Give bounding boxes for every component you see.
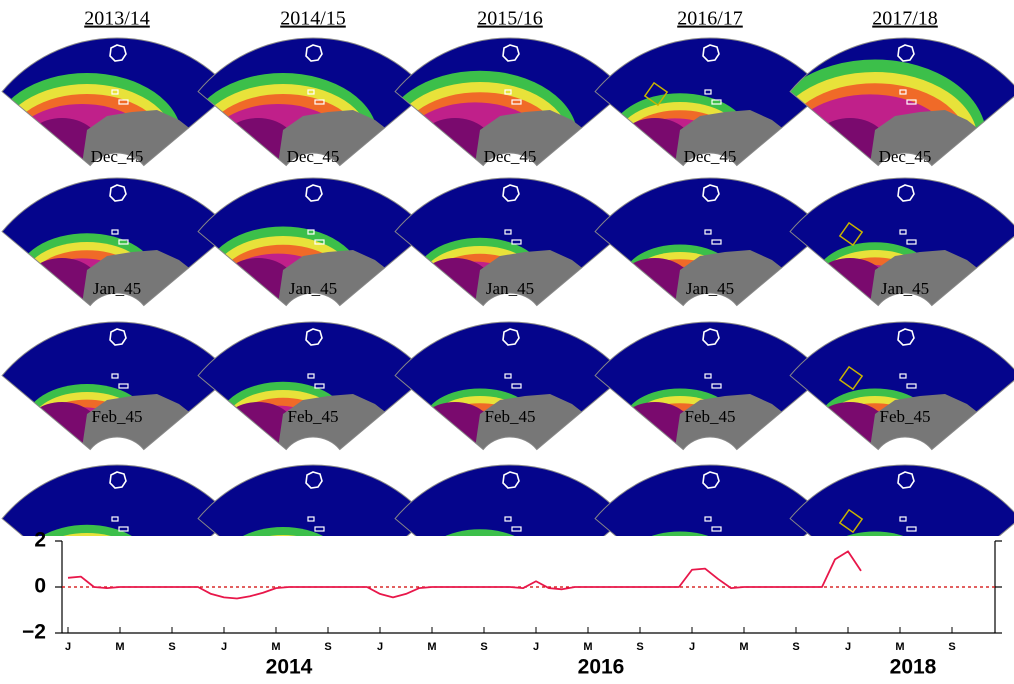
row-label: Feb_45 [880,407,931,426]
x-year-label: 2018 [890,656,937,679]
row-label: Dec_45 [684,147,737,166]
map-panel [595,322,825,482]
map-panel [2,322,232,482]
chart-background [0,536,1014,684]
row-label: Feb_45 [485,407,536,426]
x-tick-label: M [427,641,436,653]
row-label: Feb_45 [92,407,143,426]
x-tick-label: M [739,641,748,653]
x-tick-label: S [480,641,487,653]
y-tick-label: 0 [34,575,46,598]
x-tick-label: M [583,641,592,653]
x-tick-label: J [845,641,851,653]
x-tick-label: M [895,641,904,653]
x-tick-label: J [221,641,227,653]
row-label: Jan_45 [686,279,734,298]
x-year-label: 2016 [578,656,625,679]
row-label: Feb_45 [288,407,339,426]
x-tick-label: J [377,641,383,653]
map-panel [198,322,428,482]
row-label: Dec_45 [287,147,340,166]
row-label: Feb_45 [685,407,736,426]
x-tick-label: M [115,641,124,653]
map-panel [595,178,825,338]
x-tick-label: S [792,641,799,653]
map-panel [395,178,625,338]
y-tick-label: −2 [22,621,46,644]
x-tick-label: M [271,641,280,653]
row-label: Jan_45 [881,279,929,298]
column-title: 2014/15 [280,8,346,30]
x-tick-label: S [948,641,955,653]
map-grid: 2013/14Dec_45Jan_45Feb_45Mar_452014/15De… [0,8,1014,625]
x-tick-label: J [65,641,71,653]
map-panel [198,178,428,338]
column-title: 2016/17 [677,8,743,30]
column-title: 2017/18 [872,8,938,30]
map-panel [395,322,625,482]
x-tick-label: J [689,641,695,653]
row-label: Jan_45 [486,279,534,298]
x-tick-label: S [636,641,643,653]
row-label: Dec_45 [91,147,144,166]
x-tick-label: J [533,641,539,653]
row-label: Dec_45 [879,147,932,166]
x-year-label: 2014 [266,656,313,679]
x-tick-label: S [324,641,331,653]
map-panel [595,38,825,198]
row-label: Dec_45 [484,147,537,166]
map-panel [2,178,232,338]
x-tick-label: S [168,641,175,653]
y-tick-label: 2 [34,529,46,552]
column-title: 2015/16 [477,8,543,30]
row-label: Jan_45 [289,279,337,298]
row-label: Jan_45 [93,279,141,298]
figure: 2013/14Dec_45Jan_45Feb_45Mar_452014/15De… [0,0,1014,684]
column-title: 2013/14 [84,8,150,30]
